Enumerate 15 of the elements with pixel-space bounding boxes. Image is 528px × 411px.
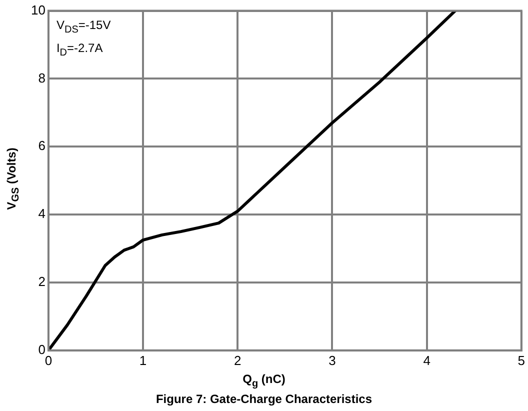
x-tick-label: 1 [139,352,147,368]
x-tick-label: 3 [328,352,336,368]
x-tick-label: 2 [234,352,242,368]
y-tick-label: 6 [38,138,46,154]
x-tick-label: 5 [518,352,525,368]
annotation: I$_{D}$=-2.7A [56,40,104,61]
y-tick-label: 2 [38,274,46,290]
y-tick-label: 10 [30,2,46,18]
text: Figure 7: Gate-Charge Characteristics [154,392,374,406]
x-axis-title: Q$_{g}$ (nC) [242,372,286,390]
y-tick-label: 4 [38,206,46,222]
y-tick-label: 8 [38,70,46,86]
y-tick-label: 0 [38,342,46,357]
annotation: V$_{DS}$=-15V [56,16,111,38]
x-tick-label: 4 [423,352,430,368]
